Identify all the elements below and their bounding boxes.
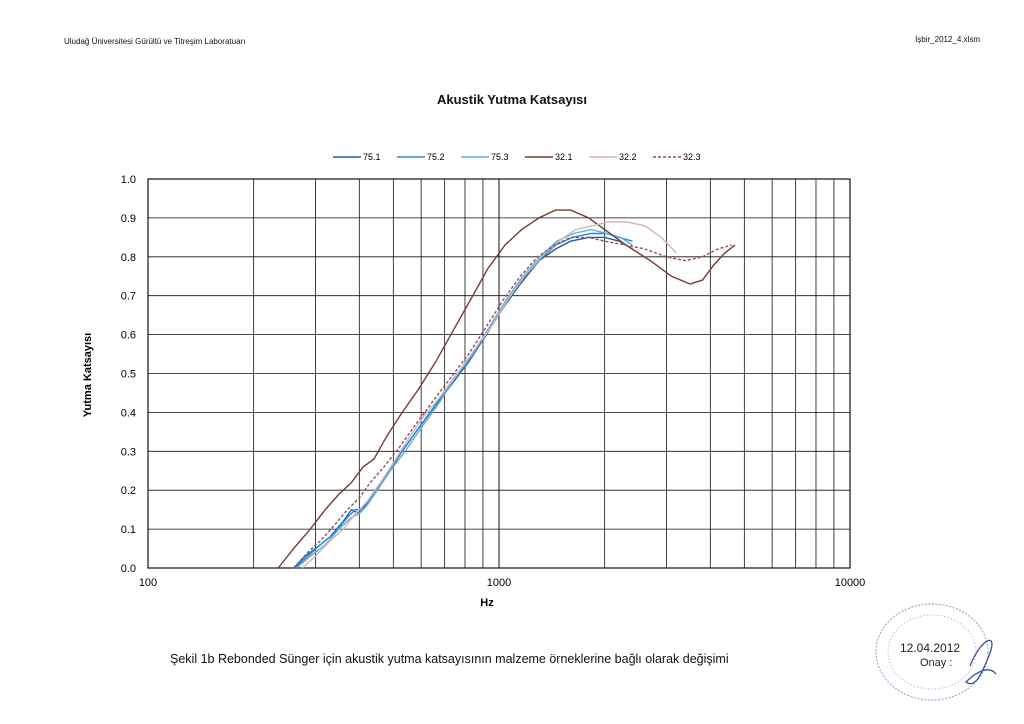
chart-title: Akustik Yutma Katsayısı <box>436 92 588 107</box>
legend-label: 32.2 <box>619 152 637 162</box>
legend-label: 75.3 <box>491 152 509 162</box>
x-axis-label: Hz <box>480 597 494 609</box>
plot-frame <box>147 178 851 569</box>
axes: 0.0 0.1 0.2 0.3 0.4 0.5 0.6 0.7 0.8 0.9 1.0 100 1000… <box>121 174 866 589</box>
series-line-75-2 <box>294 232 633 569</box>
y-tick-label: 0.8 <box>121 252 136 264</box>
y-tick-label: 1.0 <box>121 174 136 186</box>
series-line-32-1 <box>277 209 736 569</box>
grid <box>148 178 850 569</box>
approval-stamp: 12.04.2012 Onay : <box>875 603 997 701</box>
x-tick-label: 100 <box>139 577 157 589</box>
y-axis-label: Yutma Katsayısı <box>82 333 94 417</box>
y-tick-label: 0.9 <box>121 213 136 225</box>
y-tick-label: 0.1 <box>121 524 136 536</box>
legend-label: 75.2 <box>427 152 445 162</box>
y-tick-label: 0.7 <box>121 291 136 303</box>
y-tick-label: 0.6 <box>121 330 136 342</box>
series-line-75-3 <box>296 228 633 569</box>
stamp-label: Onay : <box>920 657 952 669</box>
series-line-32-3 <box>293 236 732 569</box>
chart: 75.1 75.2 75.3 32.1 32.2 32.3 0.0 0.1 0.2 0.3 0.4… <box>82 152 866 609</box>
x-tick-label: 1000 <box>487 577 511 589</box>
y-tick-label: 0.3 <box>121 446 136 458</box>
legend-label: 75.1 <box>363 152 381 162</box>
legend-label: 32.1 <box>555 152 573 162</box>
series-line-32-2 <box>301 221 677 569</box>
lab-name: Uludağ Üniversitesi Gürültü ve Titreşim … <box>64 37 246 46</box>
y-tick-label: 0.4 <box>121 407 136 419</box>
series-line-75-1 <box>293 236 633 569</box>
y-tick-label: 0.2 <box>121 485 136 497</box>
y-tick-label: 0.0 <box>121 563 136 575</box>
x-tick-label: 10000 <box>835 577 866 589</box>
y-tick-label: 0.5 <box>121 369 136 381</box>
file-name: İşbir_2012_4.xlsm <box>915 35 980 44</box>
legend: 75.1 75.2 75.3 32.1 32.2 32.3 <box>333 152 701 162</box>
figure-caption: Şekil 1b Rebonded Sünger için akustik yu… <box>170 652 729 666</box>
series-group <box>277 209 736 569</box>
legend-label: 32.3 <box>683 152 701 162</box>
stamp-date: 12.04.2012 <box>900 641 960 655</box>
